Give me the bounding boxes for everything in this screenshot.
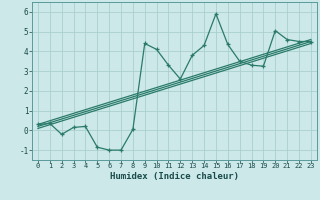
X-axis label: Humidex (Indice chaleur): Humidex (Indice chaleur)	[110, 172, 239, 181]
